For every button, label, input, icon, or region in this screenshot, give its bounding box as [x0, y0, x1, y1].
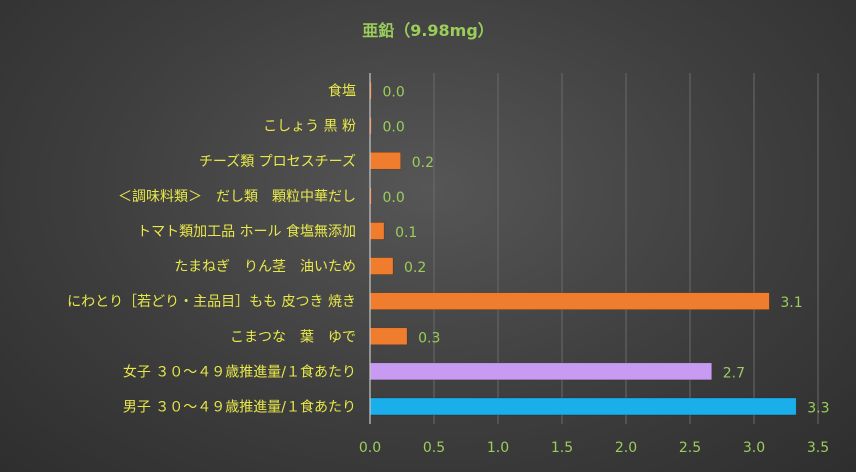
value-label: 3.3 — [807, 400, 829, 416]
value-label: 0.2 — [412, 155, 434, 171]
bar — [369, 222, 385, 240]
value-label: 0.0 — [383, 120, 405, 136]
bar — [369, 151, 402, 170]
x-tick-label: 2.0 — [615, 440, 637, 456]
value-label: 0.0 — [383, 85, 405, 101]
value-labels: 0.0 0.0 0.2 0.0 0.1 0.2 3.1 0.3 2.7 3.3 — [383, 85, 830, 417]
value-label: 0.3 — [418, 330, 440, 346]
value-label: 0.0 — [383, 190, 405, 206]
gridlines — [433, 73, 819, 424]
value-label: 3.1 — [780, 295, 802, 311]
value-label: 2.7 — [723, 365, 745, 381]
x-tick-label: 1.5 — [551, 440, 573, 456]
category-label: 食塩 — [328, 83, 356, 100]
bar — [369, 362, 713, 381]
x-tick-label: 3.5 — [807, 440, 829, 456]
category-label: こまつな 葉 ゆで — [230, 329, 356, 345]
x-tick-label: 1.0 — [487, 440, 509, 456]
bar — [369, 397, 797, 416]
category-label: にわとり［若どり・主品目］もも 皮つき 焼き — [67, 294, 356, 310]
x-tick-label: 2.5 — [679, 440, 701, 456]
bar — [369, 327, 408, 346]
category-label: たまねぎ りん茎 油いため — [174, 259, 356, 275]
value-label: 0.2 — [404, 260, 426, 276]
bar — [369, 292, 770, 310]
x-tick-label: 0.0 — [359, 440, 381, 456]
category-label: チーズ類 プロセスチーズ — [199, 154, 356, 170]
category-label: こしょう 黒 粉 — [263, 119, 356, 135]
category-label: ＜調味料類＞ だし類 顆粒中華だし — [118, 189, 356, 205]
category-label: 男子 ３０～４９歳推進量/１食あたり — [123, 398, 356, 415]
bar — [369, 257, 394, 275]
chart-title: 亜鉛（9.98mg） — [362, 21, 494, 40]
value-label: 0.1 — [395, 225, 417, 241]
x-tick-label: 3.0 — [743, 440, 765, 456]
x-tick-label: 0.5 — [423, 440, 445, 456]
category-label: トマト類加工品 ホール 食塩無添加 — [137, 223, 356, 240]
category-label: 女子 ３０～４９歳推進量/１食あたり — [123, 363, 356, 380]
x-tick-labels: 0.0 0.5 1.0 1.5 2.0 2.5 3.0 3.5 — [359, 440, 829, 456]
